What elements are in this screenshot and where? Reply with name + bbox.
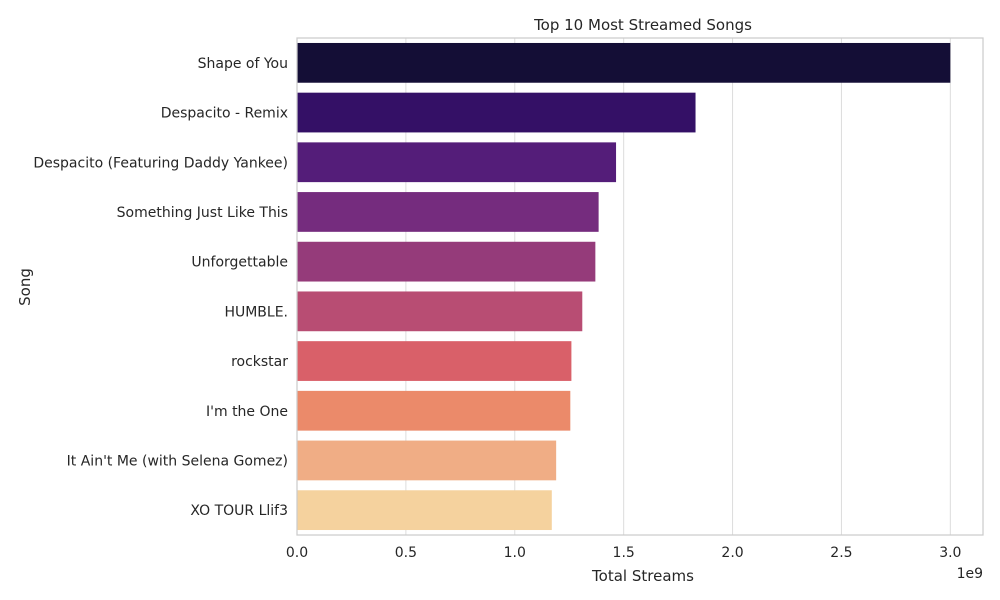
x-tick-label: 3.0	[939, 545, 961, 561]
x-tick-label: 1.5	[613, 545, 635, 561]
y-tick-label: Unforgettable	[191, 255, 288, 271]
x-tick-label: 1.0	[504, 545, 526, 561]
y-tick-label: Despacito (Featuring Daddy Yankee)	[33, 155, 288, 171]
y-tick-label: I'm the One	[206, 404, 288, 420]
x-tick-label: 2.0	[721, 545, 743, 561]
x-tick-labels: 0.0 0.5 1.0 1.5 2.0 2.5 3.0	[286, 545, 962, 561]
y-tick-label: XO TOUR Llif3	[190, 503, 288, 519]
x-axis-offset-label: 1e9	[957, 566, 983, 582]
x-axis-title: Total Streams	[591, 567, 694, 585]
x-tick-label: 2.5	[830, 545, 852, 561]
x-tick-label: 0.0	[286, 545, 308, 561]
y-tick-label: HUMBLE.	[224, 304, 288, 320]
bar	[297, 490, 552, 531]
bar	[297, 92, 696, 133]
y-tick-label: Despacito - Remix	[161, 106, 288, 122]
bar	[297, 440, 557, 481]
bar	[297, 341, 572, 381]
y-tick-label: rockstar	[231, 354, 288, 370]
chart-title: Top 10 Most Streamed Songs	[533, 16, 752, 34]
bar	[297, 291, 583, 332]
bar	[297, 192, 599, 232]
bar	[297, 241, 596, 282]
bar	[297, 142, 617, 183]
y-tick-label: It Ain't Me (with Selena Gomez)	[67, 453, 288, 469]
y-tick-labels: Shape of You Despacito - Remix Despacito (…	[33, 56, 288, 519]
y-tick-label: Shape of You	[198, 56, 288, 72]
y-tick-label: Something Just Like This	[117, 205, 288, 221]
y-axis-title: Song	[16, 268, 34, 306]
x-tick-label: 0.5	[395, 545, 417, 561]
bars	[297, 42, 951, 531]
bar	[297, 390, 571, 431]
bar	[297, 42, 951, 83]
plot-frame	[296, 37, 984, 536]
